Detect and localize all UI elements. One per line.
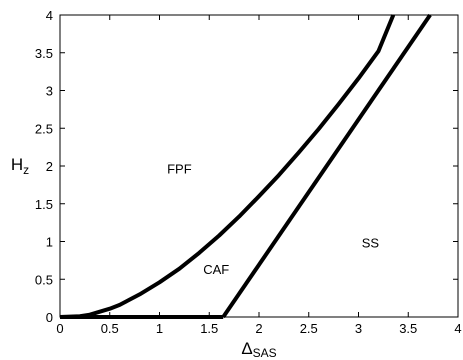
x-tick-label: 4: [454, 321, 461, 336]
x-tick-label: 2.5: [300, 321, 318, 336]
x-tick-label: 0.5: [101, 321, 119, 336]
region-labels: FPF CAF SS: [167, 162, 379, 277]
y-tick-label: 4: [46, 8, 53, 23]
y-axis-label-main: H: [11, 155, 23, 174]
y-tick-labels: 0 0.5 1 1.5 2 2.5 3 3.5 4: [35, 8, 53, 325]
y-tick-label: 0.5: [35, 272, 53, 287]
y-tick-label: 1: [46, 235, 53, 250]
y-tick-label: 1.5: [35, 197, 53, 212]
x-axis-label-sub: SAS: [253, 346, 277, 360]
y-tick-label: 0: [46, 310, 53, 325]
x-tick-label: 1: [156, 321, 163, 336]
x-tick-label: 3: [355, 321, 362, 336]
region-label-ss: SS: [362, 236, 380, 251]
y-tick-label: 3.5: [35, 46, 53, 61]
region-label-caf: CAF: [203, 262, 229, 277]
y-tick-label: 2: [46, 159, 53, 174]
x-tick-labels: 0 0.5 1 1.5 2 2.5 3 3.5 4: [56, 321, 461, 336]
x-tick-label: 0: [56, 321, 63, 336]
axis-ticks: [59, 14, 459, 318]
x-axis-label-main: Δ: [241, 339, 252, 358]
x-tick-label: 1.5: [200, 321, 218, 336]
region-label-fpf: FPF: [167, 162, 192, 177]
x-tick-label: 2: [255, 321, 262, 336]
y-tick-label: 3: [46, 84, 53, 99]
y-tick-label: 2.5: [35, 121, 53, 136]
phase-boundaries: [59, 13, 432, 319]
y-axis-label-sub: z: [23, 163, 29, 177]
x-axis-label: ΔSAS: [241, 339, 276, 360]
y-axis-label: Hz: [11, 155, 29, 177]
x-tick-label: 3.5: [399, 321, 417, 336]
fpf-caf-boundary-line: [59, 14, 396, 319]
caf-ss-boundary-line: [221, 13, 432, 319]
